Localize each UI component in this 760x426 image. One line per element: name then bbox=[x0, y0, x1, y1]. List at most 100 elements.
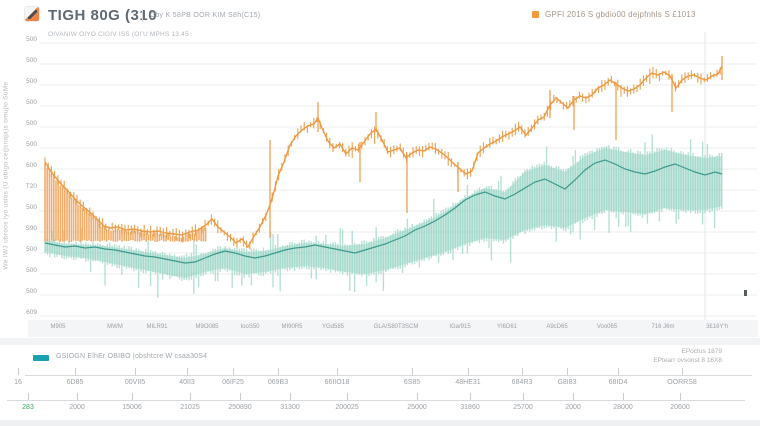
ruler2-tick bbox=[240, 393, 241, 400]
ruler2-tick bbox=[290, 393, 291, 400]
ruler2-label: 20600 bbox=[670, 404, 690, 411]
ruler1-label: 66IIO18 bbox=[324, 379, 350, 386]
x-axis-label: M905 bbox=[50, 324, 66, 330]
ruler1-label: 16 bbox=[14, 379, 22, 386]
x-axis-label: IGa/915 bbox=[449, 324, 471, 330]
y-axis-label: 500 bbox=[26, 267, 37, 274]
chart-footer-separator bbox=[0, 338, 760, 345]
header-ticker: GPFI 2016 S gbdio00 dejpfnhls S £1013 bbox=[532, 10, 696, 19]
ruler2-tick bbox=[347, 393, 348, 400]
ruler1-tick bbox=[618, 368, 619, 375]
ruler2-label: 31860 bbox=[460, 404, 480, 411]
ruler2-label: 28000 bbox=[613, 404, 633, 411]
ruler2-label: 15006 bbox=[122, 404, 142, 411]
ruler2-line bbox=[7, 400, 745, 401]
ruler1-label: 6D85 bbox=[66, 379, 84, 386]
x-axis-label: A9cD65 bbox=[546, 324, 568, 330]
ruler2-tick bbox=[190, 393, 191, 400]
x-axis-label: 3£16Y'h bbox=[706, 324, 728, 330]
chart-overlay-note: OIVANIW OIYO CIGIV ISS (OI'U MPHS 13.45 bbox=[48, 31, 189, 38]
legend-right-block: EPoctus 1879 EPtearr ovsonst 8 16X8 bbox=[653, 347, 722, 365]
x-axis-label: MILR91 bbox=[146, 324, 168, 330]
app-logo-icon bbox=[24, 6, 40, 22]
ruler1-tick bbox=[135, 368, 136, 375]
ruler2-label: 31300 bbox=[280, 404, 300, 411]
x-axis-label: GLA/S80T3SCM bbox=[373, 324, 419, 330]
x-axis-label: YGd585 bbox=[321, 324, 345, 330]
legend-swatch-icon bbox=[33, 355, 49, 361]
y-axis-label: 500 bbox=[26, 246, 37, 253]
ruler1-tick bbox=[567, 368, 568, 375]
ruler1-tick bbox=[412, 368, 413, 375]
legend-label: GSIOGN ElhEr OBIBO |obshtcre W csaa30S4 bbox=[56, 353, 208, 360]
ruler2-tick bbox=[680, 393, 681, 400]
ruler1-tick bbox=[682, 368, 683, 375]
ruler1-line bbox=[25, 375, 752, 376]
x-axis-band bbox=[28, 320, 758, 337]
x-axis-label: 716 J6m bbox=[651, 324, 675, 330]
ruler1-label: OORRS8 bbox=[667, 379, 697, 386]
ruler1-label: 00VII5 bbox=[124, 379, 146, 386]
ruler2-label: 21025 bbox=[180, 404, 200, 411]
y-axis-label: 500 bbox=[26, 120, 37, 127]
y-axis-label: 500 bbox=[26, 57, 37, 64]
x-axis-label: MI90R5 bbox=[281, 324, 303, 330]
y-axis-title: We IWJ ubroos Iyo usios (U obigo ce(jsna… bbox=[2, 81, 10, 270]
ruler2-tick bbox=[28, 393, 29, 400]
right-edge-marker[interactable] bbox=[744, 290, 747, 296]
ruler2-tick bbox=[470, 393, 471, 400]
x-axis-label: IooS50 bbox=[240, 324, 260, 330]
ticker-label: GPFI 2016 S gbdio00 dejpfnhls S £1013 bbox=[545, 10, 696, 19]
x-axis-label: M9O085 bbox=[195, 324, 219, 330]
ruler1-tick bbox=[522, 368, 523, 375]
ruler2-tick bbox=[132, 393, 133, 400]
ruler1-tick bbox=[278, 368, 279, 375]
ruler1-tick bbox=[468, 368, 469, 375]
ruler1-label: 06IF25 bbox=[222, 379, 244, 386]
ruler1-tick bbox=[233, 368, 234, 375]
y-axis-label: T20 bbox=[25, 183, 37, 190]
ruler2-tick bbox=[573, 393, 574, 400]
ruler2-tick bbox=[623, 393, 624, 400]
ruler1-tick bbox=[337, 368, 338, 375]
ticker-swatch-icon bbox=[532, 11, 539, 18]
ruler2-label: 250890 bbox=[228, 404, 252, 411]
y-axis-label: 500 bbox=[26, 78, 37, 85]
page-subtitle: Cby K 58PB OOR KIM S8h(C15) bbox=[150, 12, 261, 19]
ruler1-label: 069B3 bbox=[267, 379, 289, 386]
y-axis-label: 500 bbox=[26, 288, 37, 295]
ruler2-tick bbox=[77, 393, 78, 400]
y-axis-label: S90 bbox=[25, 225, 37, 232]
ruler1-label: 684R3 bbox=[511, 379, 533, 386]
ruler2-label: 25000 bbox=[407, 404, 427, 411]
ruler1-tick bbox=[18, 368, 19, 375]
y-axis-label: 500 bbox=[26, 204, 37, 211]
x-axis-label: YI6D61 bbox=[496, 324, 518, 330]
y-axis-label: 600 bbox=[26, 162, 37, 169]
logo-slash-glyph bbox=[28, 10, 37, 19]
ruler1-label: 6S85 bbox=[403, 379, 421, 386]
ruler2-label: 283 bbox=[22, 404, 34, 411]
ruler1-label: 40II3 bbox=[179, 379, 195, 386]
ruler2-tick bbox=[523, 393, 524, 400]
x-axis-label: MWM bbox=[107, 324, 123, 330]
legend-right-line1: EPoctus 1879 bbox=[681, 348, 722, 355]
legend-right-line2: EPtearr ovsonst 8 16X8 bbox=[653, 357, 722, 364]
ruler1-label: 48HE31 bbox=[455, 379, 481, 386]
ruler2-tick bbox=[417, 393, 418, 400]
header-divider bbox=[142, 9, 143, 22]
bottom-strip bbox=[0, 420, 760, 426]
ruler2-label: 2000 bbox=[565, 404, 581, 411]
y-axis-label: 500 bbox=[26, 36, 37, 43]
page-title: TIGH 80G (310 bbox=[48, 7, 158, 24]
ruler1-label: G8I83 bbox=[557, 379, 577, 386]
ruler2-label: 2000 bbox=[69, 404, 85, 411]
ruler2-label: 200025 bbox=[335, 404, 359, 411]
ruler1-tick bbox=[75, 368, 76, 375]
y-axis-label: 500 bbox=[26, 99, 37, 106]
ruler1-tick bbox=[187, 368, 188, 375]
ruler1-label: 68ID4 bbox=[608, 379, 628, 386]
